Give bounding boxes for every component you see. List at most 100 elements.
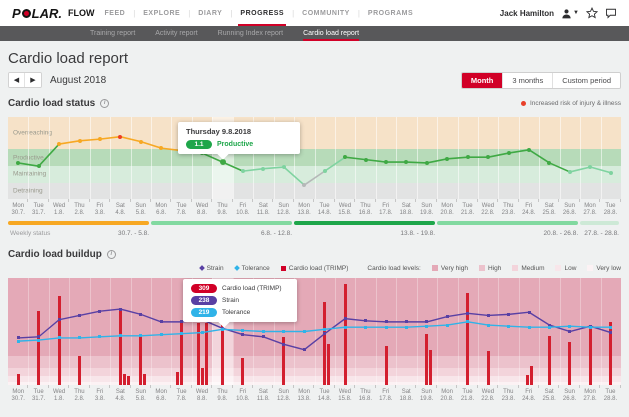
status-point[interactable] [364, 158, 368, 162]
nav-item-progress[interactable]: PROGRESS [238, 0, 286, 26]
cardio-load-status-chart[interactable]: Thursday 9.8.2018 1.1 Productive Overrea… [8, 117, 621, 199]
tolerance-point[interactable] [446, 324, 449, 327]
tolerance-point[interactable] [119, 334, 122, 337]
user-name[interactable]: Jack Hamilton [500, 9, 554, 18]
status-point[interactable] [507, 151, 511, 155]
strain-point[interactable] [609, 331, 612, 334]
nav-item-programs[interactable]: PROGRAMS [366, 0, 415, 26]
strain-point[interactable] [466, 312, 469, 315]
status-point[interactable] [527, 148, 531, 152]
status-point[interactable] [323, 169, 327, 173]
subnav-item-cardio-load-report[interactable]: Cardio load report [303, 26, 359, 41]
strain-point[interactable] [119, 308, 122, 311]
tolerance-point[interactable] [37, 339, 40, 342]
nav-item-diary[interactable]: DIARY [196, 0, 224, 26]
tolerance-point[interactable] [609, 326, 612, 329]
previous-month-button[interactable]: ◀ [9, 73, 25, 87]
tolerance-point[interactable] [466, 320, 469, 323]
weekly-segment[interactable] [580, 221, 619, 225]
period-button-month[interactable]: Month [462, 73, 503, 88]
status-point[interactable] [425, 161, 429, 165]
user-menu[interactable]: ▼ [561, 8, 579, 19]
status-point[interactable] [609, 171, 613, 175]
status-point[interactable] [282, 165, 286, 169]
strain-point[interactable] [405, 320, 408, 323]
tolerance-point[interactable] [364, 326, 367, 329]
strain-point[interactable] [241, 333, 244, 336]
logo-text-p: P [12, 6, 21, 21]
tolerance-point[interactable] [487, 324, 490, 327]
weekly-segment[interactable] [437, 221, 578, 225]
tolerance-point[interactable] [98, 335, 101, 338]
tolerance-point[interactable] [344, 326, 347, 329]
messages-button[interactable] [605, 7, 617, 19]
strain-point[interactable] [385, 320, 388, 323]
tolerance-point[interactable] [528, 326, 531, 329]
strain-point[interactable] [487, 314, 490, 317]
chat-bubble-icon [605, 7, 617, 19]
strain-point[interactable] [262, 335, 265, 338]
info-icon[interactable]: i [100, 99, 109, 108]
weekly-segment[interactable] [294, 221, 435, 225]
weekly-segment[interactable] [151, 221, 292, 225]
period-button-custom-period[interactable]: Custom period [552, 73, 620, 88]
status-point[interactable] [78, 139, 82, 143]
tolerance-point[interactable] [180, 332, 183, 335]
strain-point[interactable] [160, 320, 163, 323]
tolerance-point[interactable] [17, 340, 20, 343]
cardio-load-buildup-chart[interactable]: 309 Cardio load (TRIMP) 238 Strain 219 T… [8, 278, 621, 385]
tolerance-point[interactable] [201, 331, 204, 334]
status-point[interactable] [37, 164, 41, 168]
axis-day-label: Sat25.8. [539, 202, 559, 217]
favorites-button[interactable] [586, 7, 598, 19]
strain-point[interactable] [98, 310, 101, 313]
tolerance-point[interactable] [303, 330, 306, 333]
tolerance-point[interactable] [507, 325, 510, 328]
tolerance-point[interactable] [241, 329, 244, 332]
strain-point[interactable] [364, 319, 367, 322]
tolerance-point[interactable] [58, 336, 61, 339]
tolerance-point[interactable] [160, 333, 163, 336]
strain-point[interactable] [78, 314, 81, 317]
next-month-button[interactable]: ▶ [25, 73, 41, 87]
strain-point[interactable] [139, 313, 142, 316]
weekly-segment[interactable] [8, 221, 149, 225]
nav-item-explore[interactable]: EXPLORE [141, 0, 182, 26]
status-point[interactable] [568, 170, 572, 174]
tolerance-point[interactable] [568, 325, 571, 328]
strain-point[interactable] [528, 311, 531, 314]
tolerance-point[interactable] [221, 328, 224, 331]
period-button-3-months[interactable]: 3 months [502, 73, 552, 88]
tolerance-point[interactable] [548, 326, 551, 329]
tolerance-point[interactable] [78, 336, 81, 339]
strain-point[interactable] [282, 343, 285, 346]
tolerance-point[interactable] [589, 326, 592, 329]
strain-point[interactable] [323, 332, 326, 335]
polar-logo[interactable]: PLAR. [12, 6, 62, 21]
tolerance-point[interactable] [405, 326, 408, 329]
status-point[interactable] [466, 155, 470, 159]
tolerance-point[interactable] [139, 334, 142, 337]
subnav-item-training-report[interactable]: Training report [90, 26, 135, 41]
info-icon[interactable]: i [107, 250, 116, 259]
strain-point[interactable] [507, 313, 510, 316]
strain-point[interactable] [344, 317, 347, 320]
tolerance-point[interactable] [323, 328, 326, 331]
strain-point[interactable] [58, 318, 61, 321]
status-point[interactable] [139, 140, 143, 144]
level-swatch-icon [587, 265, 593, 271]
subnav-item-running-index-report[interactable]: Running Index report [218, 26, 283, 41]
nav-item-feed[interactable]: FEED [103, 0, 128, 26]
strain-point[interactable] [303, 348, 306, 351]
nav-item-community[interactable]: COMMUNITY [300, 0, 352, 26]
tolerance-point[interactable] [262, 330, 265, 333]
tolerance-point[interactable] [282, 330, 285, 333]
strain-point[interactable] [425, 320, 428, 323]
tolerance-point[interactable] [385, 326, 388, 329]
tolerance-point[interactable] [425, 325, 428, 328]
subnav-item-activity-report[interactable]: Activity report [155, 26, 197, 41]
strain-point[interactable] [446, 315, 449, 318]
weekly-status-caption: Weekly status [10, 230, 50, 237]
strain-point[interactable] [568, 330, 571, 333]
page-title: Cardio load report [8, 50, 621, 67]
